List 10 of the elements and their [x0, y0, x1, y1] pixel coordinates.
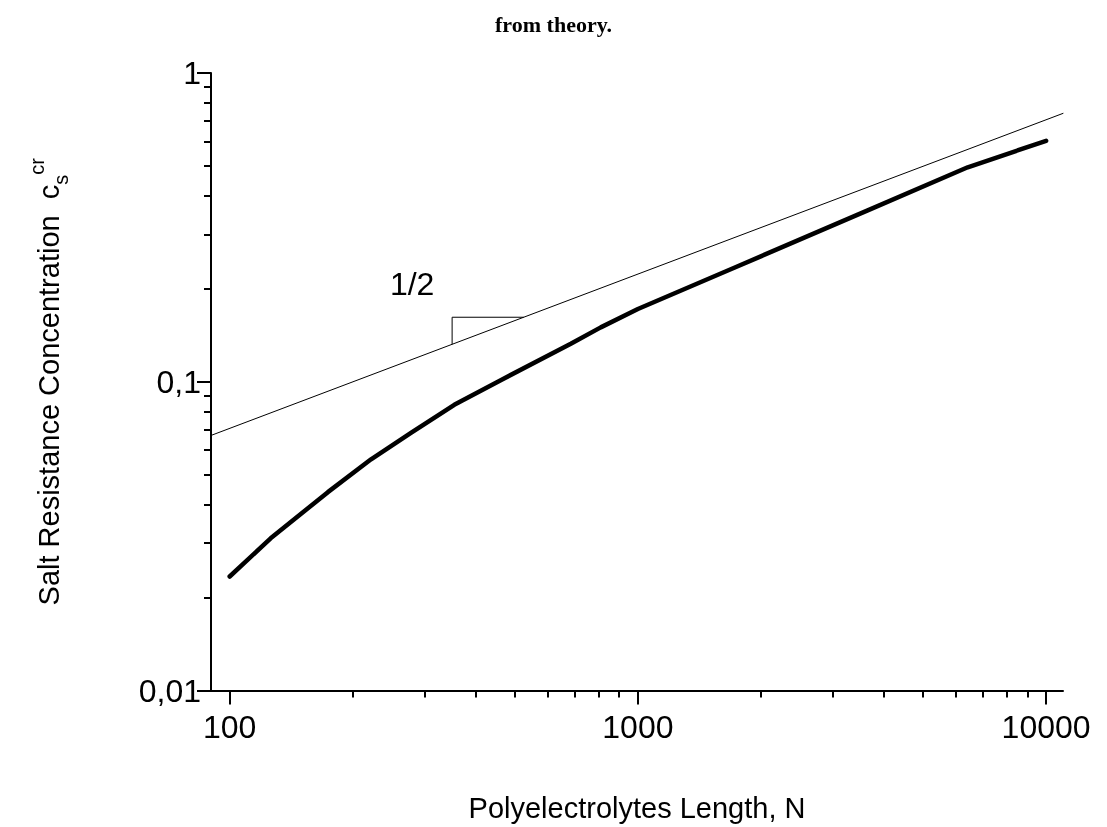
x-tick-label: 1000 [602, 708, 674, 745]
chart-title: from theory. [495, 11, 612, 37]
y-tick-label: 0,01 [138, 672, 201, 709]
x-axis-title: Polyelectrolytes Length, N [468, 791, 806, 824]
annotation: 1/2 [389, 266, 435, 303]
y-tick-label: 1 [183, 55, 201, 91]
y-axis-title: Salt Resistance Concentration cscr [26, 157, 72, 606]
x-tick-label: 10000 [1001, 708, 1091, 745]
y-tick-label: 0,1 [156, 363, 201, 400]
x-tick-label: 100 [202, 708, 257, 745]
